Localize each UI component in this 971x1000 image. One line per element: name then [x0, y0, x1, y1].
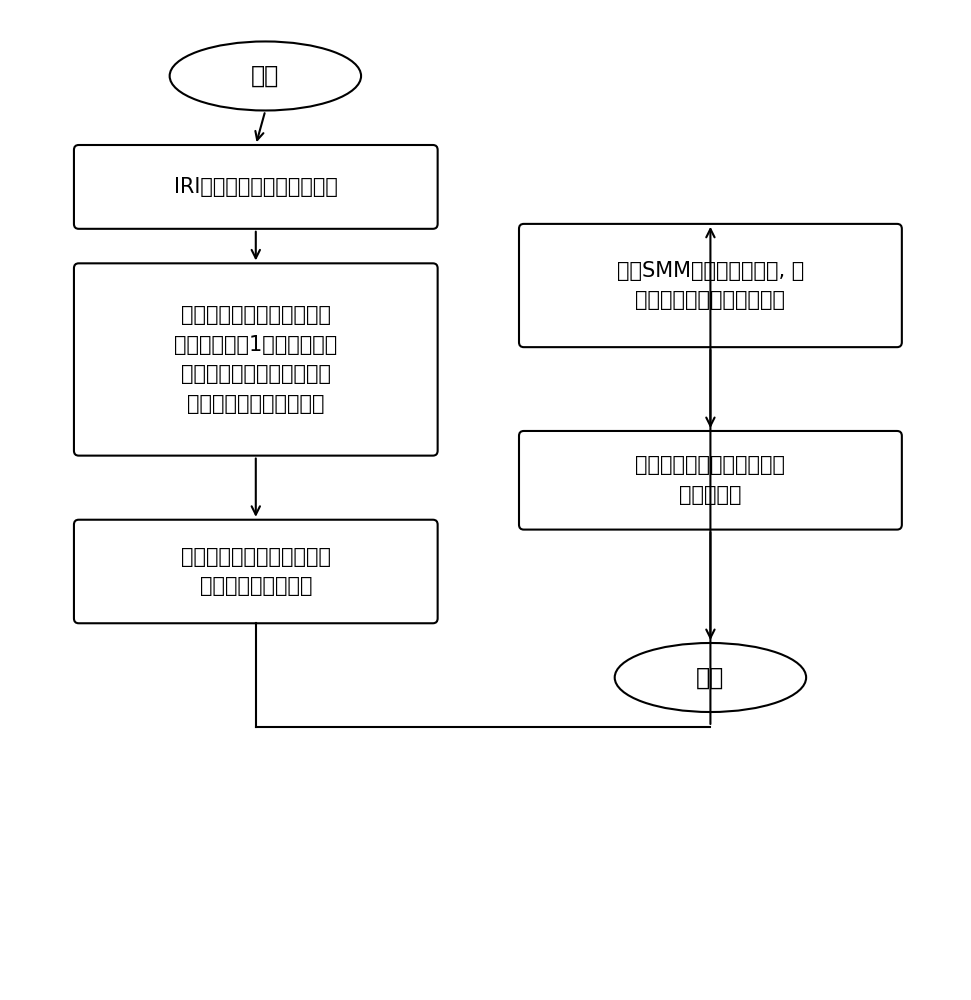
Ellipse shape — [170, 41, 361, 110]
Text: 结束: 结束 — [696, 666, 724, 690]
Text: 基于波导模方法，推导甚低
频电磁波的电场分量: 基于波导模方法，推导甚低 频电磁波的电场分量 — [181, 547, 331, 596]
Text: IRI模型获取电离层电子密度: IRI模型获取电离层电子密度 — [174, 177, 338, 197]
FancyBboxPatch shape — [519, 431, 902, 530]
Text: 基于SMM方法的分层思想, 求
解电离表面阻抗和反射系数: 基于SMM方法的分层思想, 求 解电离表面阻抗和反射系数 — [617, 261, 804, 310]
FancyBboxPatch shape — [74, 263, 438, 456]
Text: 更新接收点处每个时间点的
电磁场分量: 更新接收点处每个时间点的 电磁场分量 — [635, 455, 786, 505]
Text: 结合指数模型的电子密度计
算公式和步骤1得到的电子密
度，计算得到各个时刻的电
离层参考高度和梯度系数: 结合指数模型的电子密度计 算公式和步骤1得到的电子密 度，计算得到各个时刻的电 … — [174, 305, 337, 414]
FancyBboxPatch shape — [74, 520, 438, 623]
FancyBboxPatch shape — [74, 145, 438, 229]
FancyBboxPatch shape — [519, 224, 902, 347]
Text: 开始: 开始 — [251, 64, 280, 88]
Ellipse shape — [615, 643, 806, 712]
